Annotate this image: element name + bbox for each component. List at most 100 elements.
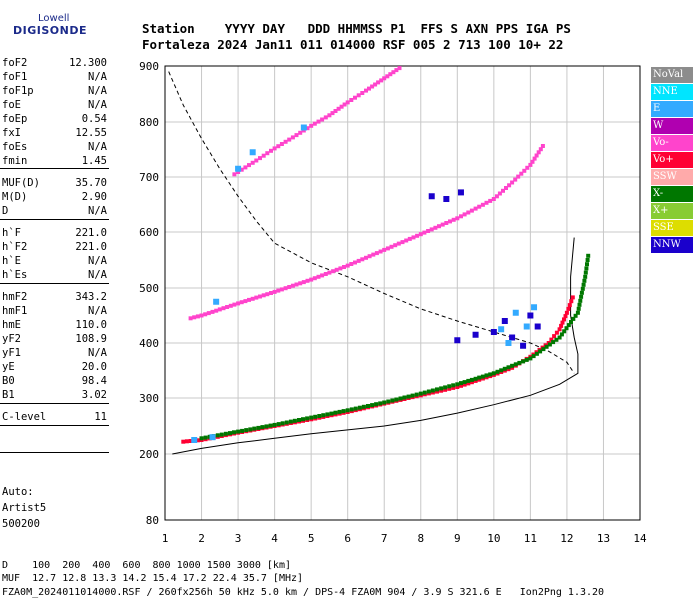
trace-mark bbox=[579, 290, 584, 295]
trace-mark bbox=[398, 396, 403, 401]
trace-mark bbox=[584, 266, 589, 271]
echo-point bbox=[191, 437, 198, 443]
trace-mark bbox=[320, 117, 325, 122]
trace-mark bbox=[336, 106, 341, 111]
trace-mark bbox=[451, 383, 456, 388]
trace-mark bbox=[519, 171, 524, 176]
x-tick-label: 7 bbox=[381, 532, 388, 545]
trace-mark bbox=[279, 142, 284, 146]
param-foe: foE N/A bbox=[2, 98, 107, 112]
param-label: C-level bbox=[2, 411, 47, 423]
x-tick-label: 12 bbox=[560, 532, 573, 545]
param-label: h`Es bbox=[2, 269, 28, 281]
trace-mark bbox=[382, 400, 387, 405]
trace-mark bbox=[247, 297, 251, 302]
param-value: N/A bbox=[88, 269, 107, 281]
trace-mark bbox=[540, 144, 545, 148]
trace-mark bbox=[225, 305, 230, 309]
param-fof1: foF1 N/A bbox=[2, 70, 107, 84]
trace-mark bbox=[280, 421, 285, 426]
param-label: hmE bbox=[2, 319, 21, 331]
trace-mark bbox=[418, 391, 423, 396]
header-row-2: Fortaleza 2024 Jan11 011 014000 RSF 005 … bbox=[142, 37, 564, 52]
trace-mark bbox=[305, 126, 310, 131]
x-tick-label: 11 bbox=[524, 532, 537, 545]
trace-mark bbox=[480, 202, 485, 207]
trace-mark bbox=[502, 366, 507, 371]
trace-mark bbox=[473, 378, 478, 383]
logo-digisonde: DIGISONDE bbox=[13, 24, 87, 37]
trace-mark bbox=[382, 247, 387, 252]
trace-mark bbox=[522, 168, 527, 173]
header-row-1: Station YYYY DAY DDD HHMMSS P1 FFS S AXN… bbox=[142, 21, 571, 36]
trace-mark bbox=[404, 238, 409, 243]
trace-mark bbox=[333, 109, 338, 113]
param-value: 221.0 bbox=[75, 227, 107, 239]
trace-mark bbox=[378, 401, 383, 406]
legend-item-w: W bbox=[651, 118, 693, 134]
trace-mark bbox=[580, 286, 585, 291]
trace-mark bbox=[272, 146, 277, 151]
param-value: 12.55 bbox=[75, 127, 107, 139]
muf-curve bbox=[168, 71, 575, 374]
param-fof2: foF2 12.300 bbox=[2, 56, 107, 70]
echo-point bbox=[505, 340, 512, 346]
footer-distance-row: D 100 200 400 600 800 1000 1500 3000 [km… bbox=[2, 560, 291, 571]
trace-mark bbox=[459, 214, 463, 219]
trace-mark bbox=[549, 337, 554, 342]
trace-mark bbox=[188, 316, 193, 321]
trace-mark bbox=[488, 372, 493, 377]
echo-point bbox=[523, 323, 530, 330]
trace-mark bbox=[559, 323, 564, 328]
trace-mark bbox=[316, 274, 321, 279]
trace-mark bbox=[525, 165, 530, 170]
param-d: D N/A bbox=[2, 204, 107, 218]
param-label: yF2 bbox=[2, 333, 21, 345]
electron-density-profile bbox=[172, 237, 579, 455]
trace-mark bbox=[455, 216, 460, 221]
echo-point bbox=[235, 165, 242, 172]
x-tick-label: 3 bbox=[235, 532, 242, 545]
trace-mark bbox=[394, 68, 399, 73]
trace-mark bbox=[287, 285, 292, 289]
trace-mark bbox=[433, 225, 438, 230]
x-tick-label: 8 bbox=[417, 532, 424, 545]
trace-mark bbox=[379, 78, 384, 83]
trace-mark bbox=[382, 76, 387, 81]
echo-point bbox=[213, 298, 220, 305]
trace-mark bbox=[339, 104, 344, 109]
echo-point bbox=[512, 309, 519, 316]
trace-mark bbox=[385, 74, 390, 79]
trace-mark bbox=[203, 435, 208, 440]
trace-mark bbox=[566, 323, 571, 328]
trace-mark bbox=[269, 291, 273, 295]
trace-mark bbox=[566, 306, 571, 311]
trace-mark bbox=[247, 163, 251, 168]
trace-mark bbox=[294, 282, 299, 287]
echo-point bbox=[209, 434, 216, 441]
trace-mark bbox=[309, 277, 314, 282]
trace-mark bbox=[236, 170, 241, 174]
param-label: foF1p bbox=[2, 85, 34, 97]
trace-mark bbox=[317, 414, 322, 418]
trace-mark bbox=[356, 258, 361, 263]
plot-border bbox=[164, 65, 641, 521]
trace-mark bbox=[206, 311, 211, 316]
x-tick-label: 9 bbox=[454, 532, 461, 545]
trace-mark bbox=[473, 376, 478, 381]
param-divider bbox=[0, 425, 109, 426]
x-tick-label: 10 bbox=[487, 532, 500, 545]
x-tick-label: 13 bbox=[597, 532, 610, 545]
param-h-f2: h`F2 221.0 bbox=[2, 240, 107, 254]
trace-mark bbox=[367, 254, 372, 259]
echo-point bbox=[300, 124, 307, 131]
trace-mark bbox=[581, 282, 586, 287]
trace-mark bbox=[258, 156, 262, 161]
trace-mark bbox=[402, 395, 407, 400]
trace-mark bbox=[239, 167, 244, 172]
trace-mark bbox=[265, 151, 270, 156]
echo-point bbox=[509, 334, 516, 341]
param-value: 12.300 bbox=[69, 57, 107, 69]
trace-mark bbox=[199, 436, 204, 441]
legend-item-vo-: Vo+ bbox=[651, 152, 693, 168]
